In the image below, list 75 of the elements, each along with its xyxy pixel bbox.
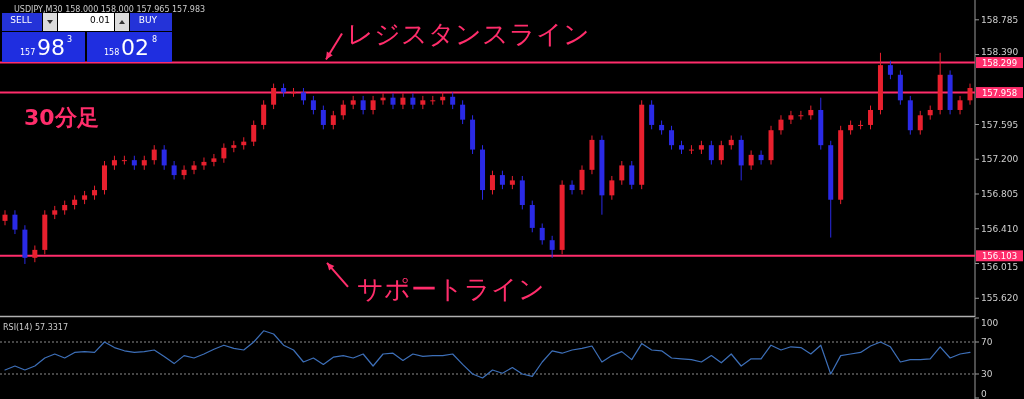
candlestick [340,99,346,121]
candlestick [191,160,197,175]
annotation: 3 [67,35,73,44]
candlestick [629,160,635,190]
annotation: 02 [121,35,149,60]
y-tick-label: 157.595 [981,119,1019,130]
candlestick [967,83,973,106]
candlestick [410,92,416,110]
ref-line-label: 158.299 [981,57,1018,68]
candlestick [917,110,923,136]
ref-line-label: 156.103 [981,250,1018,261]
annotation: サポートライン [357,273,545,304]
candlestick [529,200,535,233]
candlestick [310,95,316,115]
candlestick [649,99,655,130]
y-tick-label: 156.015 [981,261,1019,272]
candlestick [758,149,764,166]
annotation: 157 [20,48,36,57]
candlestick [330,110,336,130]
candlestick [12,209,18,235]
candlestick [957,95,963,115]
candlestick [261,99,267,130]
annotation: SELL [10,15,32,25]
candlestick [370,95,376,115]
candlestick [539,222,545,246]
candlestick [669,125,675,151]
chart-title: RSI(14) 57.3317 [3,322,69,332]
candlestick [489,170,495,195]
candlestick [211,153,217,167]
candlestick [868,105,874,130]
candlestick [460,99,466,125]
candlestick [748,149,754,171]
y-tick-label: 156.410 [981,223,1019,234]
y-tick-label: 158.785 [981,14,1019,25]
candlestick [788,110,794,125]
candlestick [271,83,277,110]
y-tick-label: 157.200 [981,154,1019,165]
y-tick-label: 155.620 [981,293,1019,304]
annotation: レジスタンスライン [347,18,590,49]
candlestick [579,164,585,195]
annotation: 98 [37,35,65,60]
candlestick [2,209,8,226]
annotation: 0.01 [89,15,110,25]
candlestick [161,144,167,171]
y-tick-label: 70 [981,337,993,347]
y-tick-label: 156.805 [981,189,1019,200]
y-tick-label: 100 [981,318,999,328]
text: USDJPY,M30 158.000 158.000 157.965 157.983 [14,4,206,14]
annotation: 158 [104,48,120,57]
candlestick [569,179,575,195]
candlestick [778,114,784,136]
candlestick [887,60,893,80]
candlestick [619,160,625,186]
candlestick [171,160,177,180]
candlestick [400,92,406,110]
candlestick [390,92,396,110]
candlestick [798,110,804,121]
candlestick [708,140,714,166]
y-tick-label: 158.390 [981,46,1019,57]
candlestick [549,235,555,259]
candlestick [718,140,724,166]
candlestick [609,175,615,201]
annotation: BUY [138,15,158,25]
ref-line-label: 157.958 [981,87,1018,98]
candlestick [320,105,326,130]
annotation: 30分足 [24,105,99,130]
candlestick [251,120,257,147]
candlestick [181,164,187,180]
y-tick-label: 0 [981,389,987,399]
candlestick [221,142,227,164]
y-tick-label: 30 [981,369,993,379]
candlestick [151,144,157,166]
annotation: 8 [152,35,158,44]
candlestick [360,95,366,115]
candlestick [499,170,505,190]
